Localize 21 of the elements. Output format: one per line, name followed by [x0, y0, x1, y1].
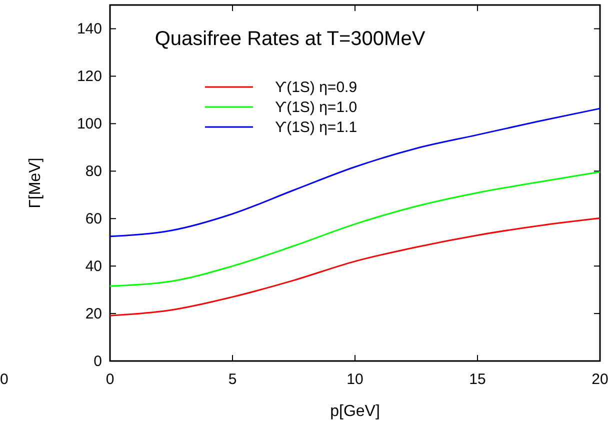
y-tick-label: 60 — [85, 210, 102, 228]
x-axis-title: p[GeV] — [330, 403, 380, 420]
y-tick-label: 20 — [85, 306, 102, 323]
x-tick-label: 0 — [106, 371, 114, 388]
legend-label: ϒ(1S) η=0.9 — [275, 79, 358, 96]
y-tick-label: 80 — [85, 163, 102, 180]
x-tick-label: 10 — [346, 371, 364, 388]
line-series — [109, 217, 601, 316]
legend-label: ϒ(1S) η=1.0 — [275, 99, 358, 116]
x-tick-label: 20 — [592, 371, 608, 388]
y-tick-label: 100 — [76, 116, 102, 133]
line-series — [109, 171, 601, 287]
y-axis-title: Γ[MeV] — [27, 158, 44, 208]
y-tick-label: 120 — [76, 68, 102, 86]
y-tick-label: 140 — [76, 20, 102, 38]
y-tick-label: 40 — [85, 258, 102, 276]
y-tick-label: 0 — [94, 353, 102, 370]
x-tick-label: 15 — [469, 371, 486, 388]
text: Quasifree Rates at T=300MeV — [154, 28, 426, 50]
legend-label: ϒ(1S) η=1.1 — [275, 119, 358, 136]
x-tick-label: 5 — [228, 371, 237, 388]
